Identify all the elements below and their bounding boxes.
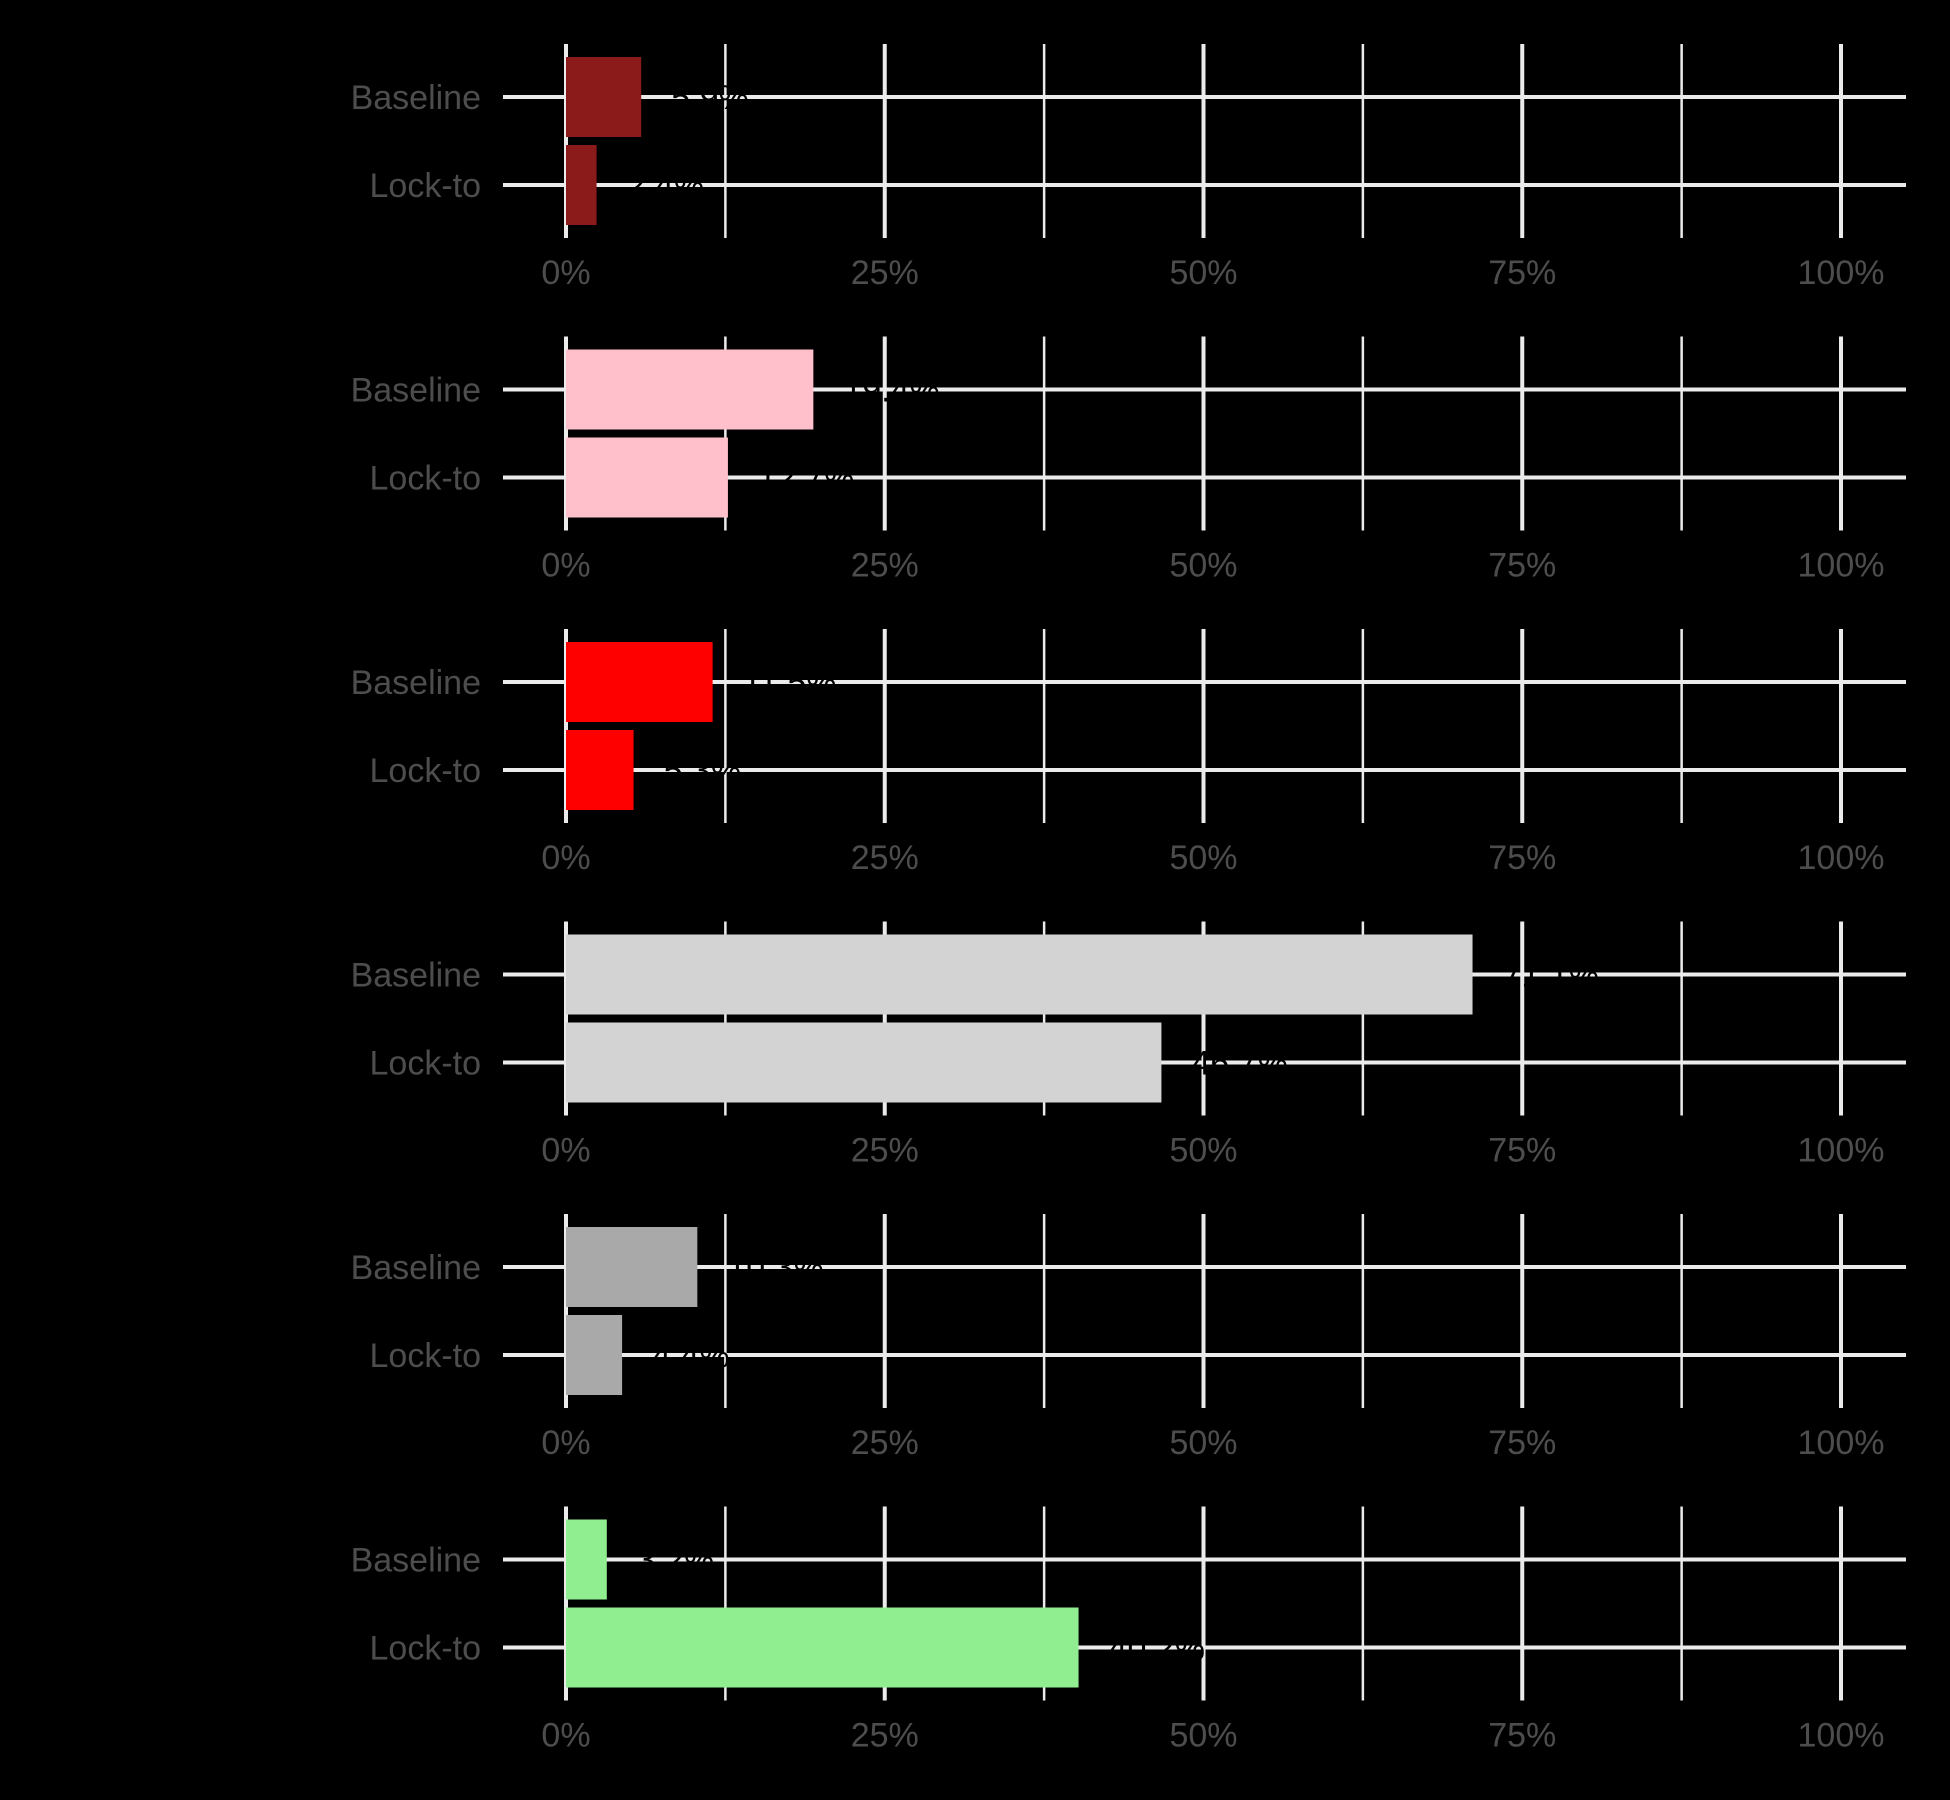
x-tick-label: 0% — [541, 839, 590, 877]
bar-baseline — [566, 934, 1473, 1015]
bar-baseline — [566, 1227, 698, 1307]
x-tick-label: 75% — [1488, 1424, 1556, 1462]
x-tick-label: 50% — [1169, 1132, 1237, 1170]
bar-lock-to — [566, 1607, 1079, 1688]
x-tick-label: 50% — [1169, 1424, 1237, 1462]
bar-baseline — [566, 642, 713, 722]
bar-lock-to — [566, 145, 597, 225]
x-tick-label: 75% — [1488, 547, 1556, 585]
bar-value-label: 3.2% — [637, 1542, 715, 1580]
x-tick-label: 50% — [1169, 547, 1237, 585]
category-label: Lock-to — [370, 1337, 482, 1375]
x-tick-label: 25% — [851, 1717, 919, 1755]
bar-lock-to — [566, 437, 728, 518]
x-tick-label: 0% — [541, 1424, 590, 1462]
x-tick-label: 100% — [1798, 1132, 1885, 1170]
bar-value-label: 12.7% — [758, 460, 854, 498]
x-tick-label: 25% — [851, 839, 919, 877]
x-tick-label: 100% — [1798, 839, 1885, 877]
category-label: Baseline — [351, 664, 481, 702]
category-label: Baseline — [351, 1542, 481, 1580]
bar-baseline — [566, 57, 642, 137]
bar-value-label: 40.2% — [1109, 1630, 1205, 1668]
bar-baseline — [566, 349, 814, 430]
bar-value-label: 11.5% — [743, 664, 837, 702]
bar-value-label: 4.4% — [652, 1337, 730, 1375]
x-tick-label: 100% — [1798, 547, 1885, 585]
category-label: Lock-to — [370, 460, 482, 498]
x-tick-label: 50% — [1169, 254, 1237, 292]
bar-value-label: 5.3% — [664, 752, 742, 790]
x-tick-label: 50% — [1169, 839, 1237, 877]
bar-baseline — [566, 1519, 607, 1600]
bar-lock-to — [566, 730, 634, 810]
x-tick-label: 25% — [851, 547, 919, 585]
x-tick-label: 25% — [851, 1424, 919, 1462]
x-tick-label: 100% — [1798, 1424, 1885, 1462]
bar-value-label: 5.9% — [671, 79, 749, 117]
x-tick-label: 0% — [541, 254, 590, 292]
bar-value-label: 10.3% — [727, 1249, 823, 1287]
x-tick-label: 75% — [1488, 839, 1556, 877]
bar-lock-to — [566, 1315, 623, 1395]
bar-lock-to — [566, 1022, 1162, 1103]
category-label: Baseline — [351, 372, 481, 410]
bar-value-label: 2.4% — [627, 167, 705, 205]
bar-value-label: 19.4% — [843, 372, 939, 410]
x-tick-label: 0% — [541, 1717, 590, 1755]
category-label: Lock-to — [370, 167, 482, 205]
x-tick-label: 0% — [541, 547, 590, 585]
x-tick-label: 100% — [1798, 254, 1885, 292]
bar-value-label: 46.7% — [1191, 1045, 1287, 1083]
x-tick-label: 75% — [1488, 254, 1556, 292]
category-label: Lock-to — [370, 1630, 482, 1668]
x-tick-label: 25% — [851, 254, 919, 292]
x-tick-label: 25% — [851, 1132, 919, 1170]
x-tick-label: 0% — [541, 1132, 590, 1170]
bar-value-label: 71.1% — [1503, 957, 1599, 995]
category-label: Baseline — [351, 957, 481, 995]
category-label: Lock-to — [370, 1045, 482, 1083]
category-label: Baseline — [351, 79, 481, 117]
x-tick-label: 75% — [1488, 1132, 1556, 1170]
category-label: Lock-to — [370, 752, 482, 790]
category-label: Baseline — [351, 1249, 481, 1287]
x-tick-label: 75% — [1488, 1717, 1556, 1755]
x-tick-label: 50% — [1169, 1717, 1237, 1755]
x-tick-label: 100% — [1798, 1717, 1885, 1755]
